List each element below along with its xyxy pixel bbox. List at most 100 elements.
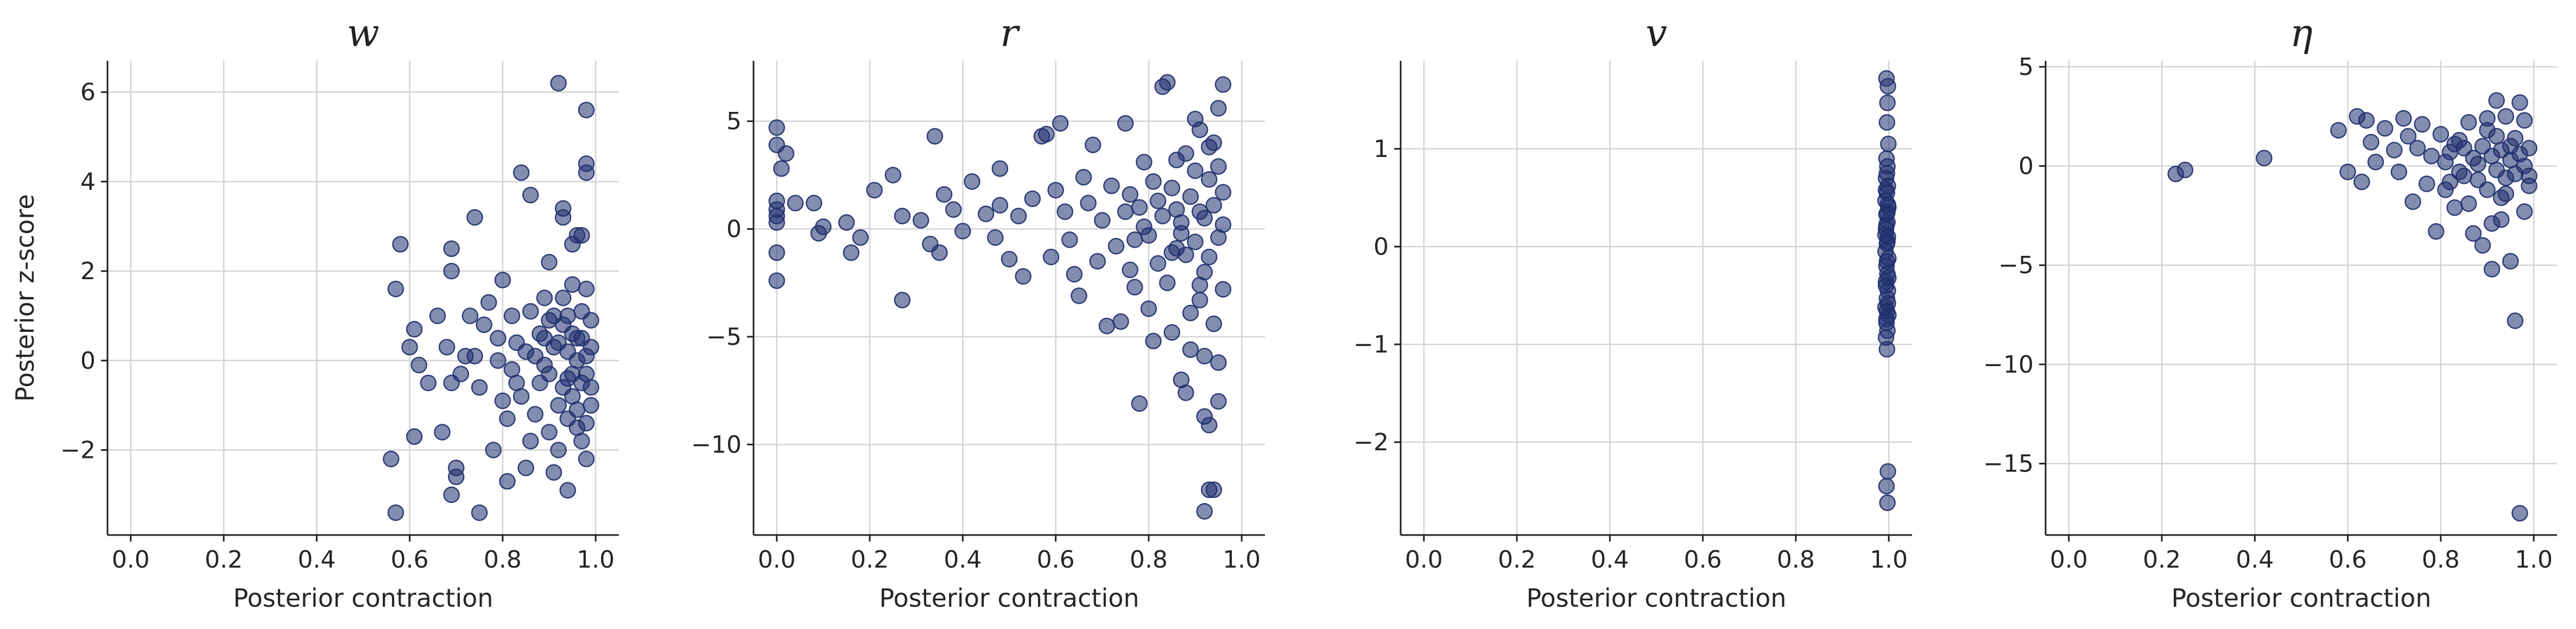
data-point bbox=[452, 366, 470, 382]
x-tick-label: 0.2 bbox=[205, 546, 243, 574]
x-tick-label: 1.0 bbox=[2515, 546, 2553, 574]
data-point bbox=[1210, 354, 1227, 371]
y-tick-label: −5 bbox=[1998, 251, 2034, 279]
y-tick-label: 0 bbox=[1374, 233, 1389, 261]
data-point bbox=[2358, 112, 2375, 129]
data-point bbox=[420, 374, 437, 392]
data-point bbox=[866, 181, 883, 199]
x-tick-label: 0.8 bbox=[484, 546, 522, 574]
data-point bbox=[1094, 212, 1111, 229]
data-point bbox=[1178, 145, 1194, 162]
x-tick-label: 1.0 bbox=[1223, 546, 1261, 574]
scatter-panel-1: 0.0 0.2 0.4 0.6 0.8 1.0 −2 0 2 4 6 w Posterior contr… bbox=[10, 11, 619, 613]
data-point bbox=[583, 338, 599, 356]
data-point bbox=[2488, 161, 2505, 179]
data-point bbox=[1187, 162, 1204, 179]
data-point bbox=[768, 119, 786, 136]
data-point bbox=[2432, 125, 2450, 143]
y-tick-label: 1 bbox=[1374, 135, 1389, 163]
data-point bbox=[1149, 192, 1167, 210]
data-point bbox=[1159, 274, 1176, 291]
data-point bbox=[383, 450, 400, 468]
data-point bbox=[2465, 225, 2482, 242]
panel-title: η bbox=[2290, 11, 2313, 55]
data-point bbox=[568, 330, 586, 347]
data-point bbox=[522, 186, 539, 204]
data-point bbox=[894, 207, 911, 224]
data-point bbox=[1136, 218, 1153, 235]
data-point bbox=[2339, 163, 2356, 180]
x-tick-label: 1.0 bbox=[577, 546, 615, 574]
x-tick-label: 0.0 bbox=[112, 546, 150, 574]
x-tick-label: 0.0 bbox=[1405, 546, 1443, 574]
data-point bbox=[1879, 494, 1896, 511]
panel-title: w bbox=[347, 11, 379, 55]
data-point bbox=[536, 330, 553, 347]
data-point bbox=[457, 348, 474, 364]
data-point bbox=[1052, 115, 1069, 132]
data-point bbox=[1001, 250, 1018, 268]
data-point bbox=[536, 290, 553, 306]
data-point bbox=[2446, 136, 2463, 153]
data-point bbox=[1107, 238, 1125, 255]
data-point bbox=[1880, 269, 1897, 286]
data-point bbox=[1131, 395, 1148, 412]
data-point bbox=[573, 303, 590, 320]
data-point bbox=[2483, 215, 2501, 232]
data-point bbox=[1200, 248, 1218, 266]
data-point bbox=[1182, 341, 1199, 358]
data-point bbox=[410, 356, 428, 374]
data-point bbox=[2330, 122, 2347, 139]
data-point bbox=[1877, 227, 1894, 243]
data-point bbox=[894, 292, 911, 309]
data-point bbox=[1878, 114, 1896, 131]
data-point bbox=[1163, 324, 1180, 341]
data-point bbox=[1210, 100, 1227, 117]
data-point bbox=[499, 410, 516, 427]
data-point bbox=[2470, 171, 2486, 188]
data-point bbox=[578, 414, 595, 432]
data-point bbox=[2428, 223, 2445, 240]
data-point bbox=[1880, 135, 1897, 153]
data-point bbox=[2474, 137, 2491, 155]
x-tick-label: 0.0 bbox=[758, 546, 796, 574]
x-tick-label: 0.8 bbox=[1130, 546, 1168, 574]
data-point bbox=[1154, 207, 1171, 224]
x-tick-label: 0.2 bbox=[1498, 546, 1536, 574]
data-point bbox=[1126, 231, 1143, 248]
data-point bbox=[550, 442, 567, 458]
x-tick-label: 0.4 bbox=[2236, 546, 2274, 574]
x-tick-label: 0.8 bbox=[1777, 546, 1815, 574]
data-point bbox=[554, 290, 572, 306]
data-point bbox=[954, 223, 971, 240]
data-point bbox=[1047, 181, 1064, 199]
data-point bbox=[768, 244, 786, 261]
data-point bbox=[434, 424, 451, 441]
data-point bbox=[1205, 315, 1223, 332]
data-point bbox=[1878, 341, 1896, 358]
data-point bbox=[2488, 128, 2505, 145]
data-point bbox=[512, 164, 530, 181]
data-point bbox=[1061, 231, 1078, 248]
data-point bbox=[2418, 175, 2435, 192]
data-point bbox=[1015, 268, 1031, 285]
panel-title: v bbox=[1645, 11, 1667, 55]
data-point bbox=[1084, 136, 1102, 154]
data-point bbox=[517, 460, 534, 476]
data-point bbox=[1126, 279, 1143, 295]
data-point bbox=[550, 74, 567, 92]
data-point bbox=[559, 410, 577, 427]
y-tick-label: −15 bbox=[1983, 450, 2034, 478]
data-point bbox=[443, 486, 460, 504]
x-tick-label: 1.0 bbox=[1870, 546, 1908, 574]
data-point bbox=[550, 334, 567, 351]
data-point bbox=[2507, 312, 2524, 329]
data-point bbox=[578, 280, 595, 298]
data-point bbox=[1205, 197, 1223, 214]
data-point bbox=[461, 307, 479, 324]
data-point bbox=[1878, 477, 1895, 495]
data-point bbox=[522, 303, 539, 320]
data-point bbox=[1877, 181, 1895, 198]
data-point bbox=[931, 244, 948, 261]
data-point bbox=[1196, 210, 1213, 227]
